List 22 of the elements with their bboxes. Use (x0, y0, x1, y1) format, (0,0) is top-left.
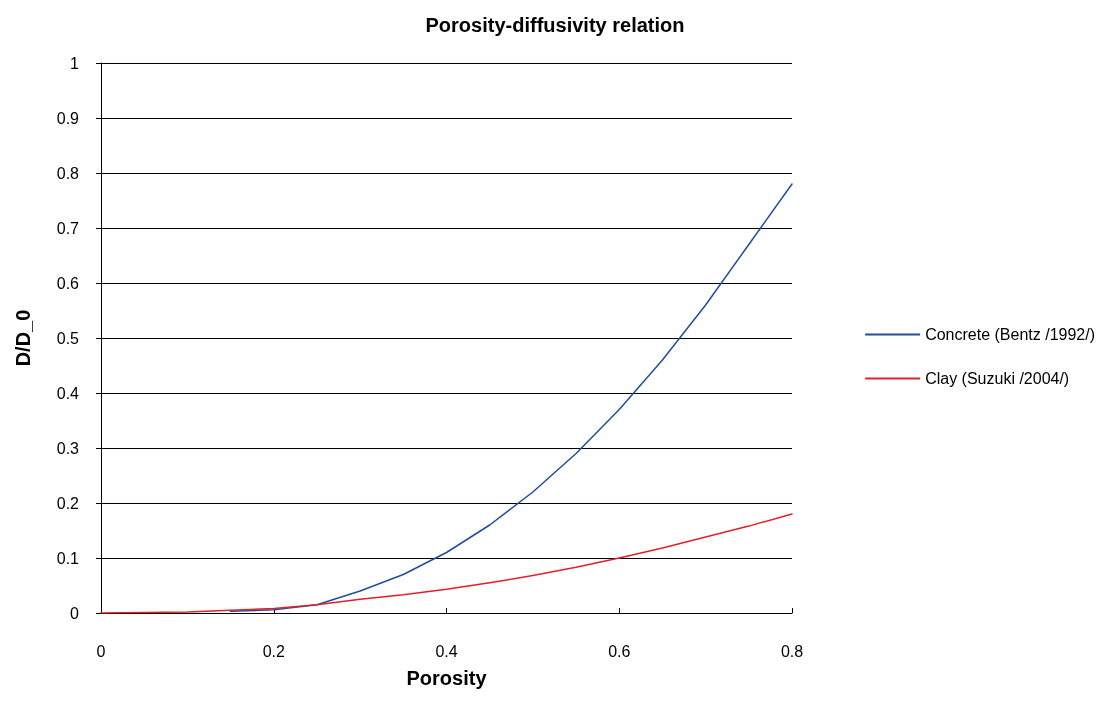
legend-label: Clay (Suzuki /2004/) (925, 370, 1070, 387)
y-tick-label: 0.3 (56, 439, 80, 457)
y-tick-label: 0.1 (56, 549, 80, 567)
legend-label: Concrete (Bentz /1992/) (925, 326, 1096, 343)
x-tick-label: 0.6 (608, 642, 631, 660)
x-tick-label: 0 (96, 642, 106, 660)
y-tick-label: 0.4 (56, 384, 80, 402)
y-tick-label: 0.2 (56, 494, 80, 512)
x-tick-label: 0.2 (262, 642, 285, 660)
y-tick-label: 0.9 (56, 109, 80, 127)
y-tick-label: 0.6 (56, 274, 80, 292)
y-tick-label: 0.8 (56, 164, 80, 182)
y-tick-label: 0.7 (56, 219, 80, 237)
chart-title: Porosity-diffusivity relation (425, 14, 685, 36)
y-tick-label: 0.5 (56, 329, 80, 347)
x-tick-label: 0.4 (435, 642, 458, 660)
y-tick-label: 1 (70, 54, 80, 72)
x-tick-label: 0.8 (780, 642, 804, 660)
y-tick-label: 0 (70, 604, 80, 622)
y-axis-title: D/D_0 (12, 309, 34, 367)
line-series (229, 183, 793, 613)
x-axis-title: Porosity (406, 667, 488, 689)
